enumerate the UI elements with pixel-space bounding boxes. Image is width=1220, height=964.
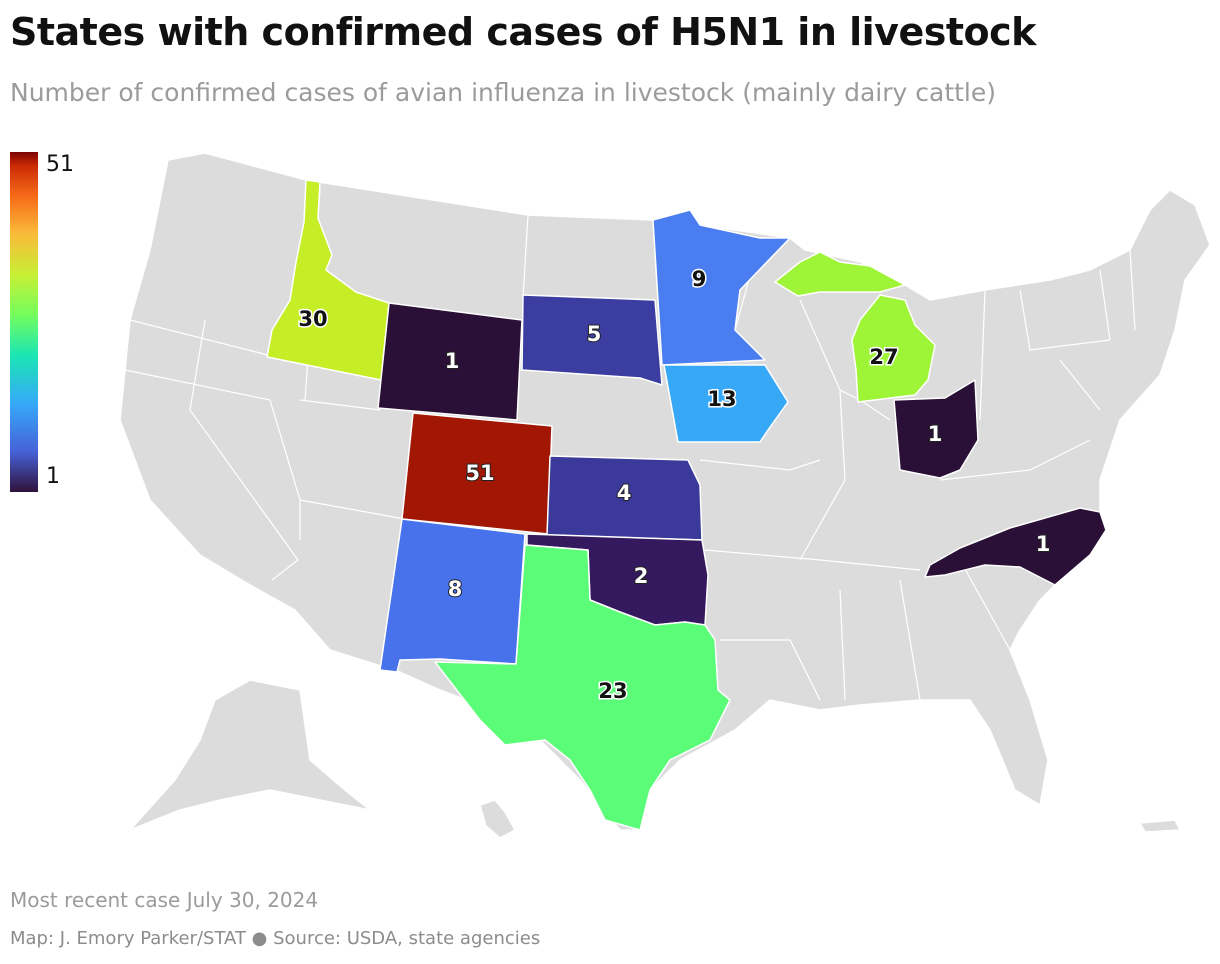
legend-max-label: 51 bbox=[46, 152, 74, 177]
hawaii-landmass bbox=[479, 799, 516, 839]
label-oklahoma: 2 bbox=[634, 564, 649, 588]
chart-title: States with confirmed cases of H5N1 in l… bbox=[10, 10, 1036, 54]
highlighted-states bbox=[266, 179, 1107, 831]
state-minnesota[interactable] bbox=[652, 209, 791, 366]
chart-subtitle: Number of confirmed cases of avian influ… bbox=[10, 78, 996, 107]
us-map: 30 1 5 9 13 27 1 51 4 2 8 23 1 bbox=[119, 152, 1211, 839]
state-value-labels: 30 1 5 9 13 27 1 51 4 2 8 23 1 bbox=[297, 266, 1051, 705]
label-iowa: 13 bbox=[707, 387, 736, 411]
alaska-landmass bbox=[129, 679, 371, 831]
label-colorado: 51 bbox=[465, 461, 494, 485]
state-kansas[interactable] bbox=[546, 455, 703, 541]
label-minnesota: 9 bbox=[692, 267, 707, 291]
label-michigan: 27 bbox=[869, 345, 898, 369]
legend-min-label: 1 bbox=[46, 464, 60, 489]
state-michigan-lower[interactable] bbox=[851, 294, 936, 403]
label-texas: 23 bbox=[598, 679, 627, 703]
label-kansas: 4 bbox=[617, 481, 632, 505]
source-credit: Map: J. Emory Parker/STAT ● Source: USDA… bbox=[10, 928, 541, 949]
state-north-carolina[interactable] bbox=[924, 507, 1107, 586]
color-legend: 51 1 bbox=[10, 152, 74, 497]
most-recent-case-note: Most recent case July 30, 2024 bbox=[10, 888, 319, 912]
state-south-dakota[interactable] bbox=[521, 294, 663, 386]
legend-gradient-bar bbox=[10, 152, 38, 492]
state-wyoming[interactable] bbox=[377, 302, 523, 421]
label-wyoming: 1 bbox=[445, 349, 460, 373]
state-michigan-upper[interactable] bbox=[774, 251, 906, 297]
label-idaho: 30 bbox=[298, 307, 327, 331]
puerto-rico-landmass bbox=[1139, 819, 1181, 833]
state-ohio[interactable] bbox=[893, 379, 979, 479]
label-north-carolina: 1 bbox=[1036, 532, 1051, 556]
state-iowa[interactable] bbox=[663, 364, 789, 443]
label-south-dakota: 5 bbox=[587, 322, 602, 346]
state-texas[interactable] bbox=[434, 544, 731, 831]
label-ohio: 1 bbox=[928, 422, 943, 446]
label-new-mexico: 8 bbox=[448, 577, 463, 601]
